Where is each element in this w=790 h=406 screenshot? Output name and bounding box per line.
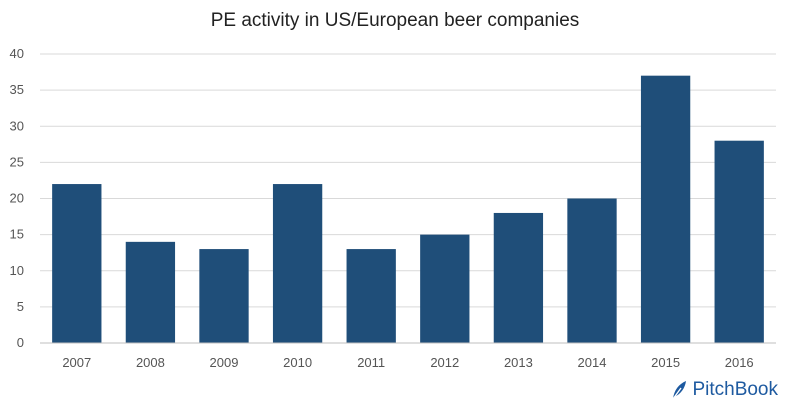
bar-2009 — [199, 249, 249, 343]
bar-2014 — [567, 198, 617, 343]
bar-2010 — [272, 184, 323, 343]
y-tick-label: 15 — [10, 227, 24, 242]
bars — [52, 75, 764, 344]
y-tick-label: 20 — [10, 191, 24, 206]
pitchbook-logo: PitchBook — [670, 379, 778, 401]
x-axis-ticks: 2007 2008 2009 2010 2011 2012 2013 2014 2015 2016 — [62, 355, 753, 370]
x-tick-label: 2009 — [210, 355, 239, 370]
bar-2013 — [493, 212, 544, 343]
bar-2011 — [346, 249, 396, 343]
y-tick-label: 30 — [10, 118, 24, 133]
x-tick-label: 2012 — [430, 355, 459, 370]
bar-2007 — [52, 184, 102, 343]
bar-2016 — [714, 140, 764, 343]
y-axis-ticks: 0 5 10 15 20 25 30 35 40 — [10, 46, 24, 350]
pitchbook-leaf-icon — [672, 381, 687, 400]
y-tick-label: 25 — [10, 154, 24, 169]
bar-2015 — [640, 75, 691, 344]
chart-title: PE activity in US/European beer companie… — [210, 10, 580, 31]
x-tick-label: 2014 — [578, 355, 607, 370]
y-tick-label: 40 — [10, 46, 24, 61]
y-tick-label: 35 — [10, 82, 24, 97]
x-tick-label: 2016 — [725, 355, 754, 370]
x-tick-label: 2011 — [357, 355, 385, 370]
bar-2012 — [420, 234, 470, 343]
bar-2008 — [125, 241, 176, 343]
x-tick-label: 2007 — [62, 355, 91, 370]
x-tick-label: 2008 — [136, 355, 165, 370]
x-tick-label: 2015 — [651, 355, 680, 370]
y-tick-label: 10 — [10, 263, 24, 278]
y-tick-label: 5 — [17, 299, 24, 314]
x-tick-label: 2010 — [283, 355, 312, 370]
y-tick-label: 0 — [17, 335, 24, 350]
logo-text: PitchBook — [692, 379, 778, 400]
x-tick-label: 2013 — [504, 355, 533, 370]
